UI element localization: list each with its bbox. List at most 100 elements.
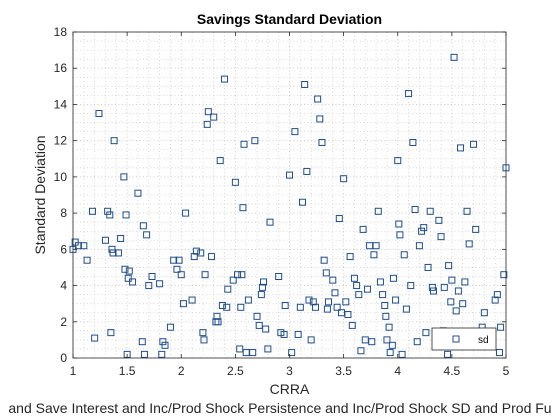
- x-axis-label: CRRA: [270, 381, 310, 397]
- y-tick-label: 2: [60, 315, 67, 329]
- data-point: [407, 282, 415, 290]
- data-point: [465, 240, 473, 248]
- data-point: [463, 207, 471, 215]
- data-point: [231, 178, 239, 186]
- data-point: [258, 283, 266, 291]
- tick-labels: 1 1.5 2 2.5 3 3.5 4 4.5 5 0 2 4 6 8 10 12 14 16 18: [54, 25, 510, 378]
- y-tick-label: 8: [60, 206, 67, 220]
- data-point: [210, 113, 218, 121]
- data-point: [296, 303, 304, 311]
- axes: [72, 31, 507, 359]
- data-point: [262, 325, 270, 333]
- data-point: [340, 175, 348, 183]
- data-point: [381, 301, 389, 309]
- x-tick-label: 4: [394, 364, 401, 378]
- data-point: [415, 242, 423, 250]
- data-point: [444, 350, 452, 358]
- data-point: [418, 227, 426, 235]
- data-point: [88, 207, 96, 215]
- data-point: [213, 312, 221, 320]
- data-point: [324, 298, 332, 306]
- legend: sd: [431, 327, 497, 351]
- data-point: [389, 274, 397, 282]
- data-point: [179, 300, 187, 308]
- data-point: [177, 271, 185, 279]
- data-point: [301, 81, 309, 89]
- x-tick-label: 2: [178, 364, 185, 378]
- data-point: [238, 271, 246, 279]
- data-point: [411, 205, 419, 213]
- data-point: [342, 298, 350, 306]
- data-point: [170, 256, 178, 264]
- y-tick-label: 18: [54, 25, 68, 39]
- data-point: [148, 273, 156, 280]
- y-tick-label: 10: [54, 170, 68, 184]
- x-tick-label: 3.5: [335, 364, 352, 378]
- data-point: [143, 231, 151, 239]
- data-point: [280, 330, 288, 338]
- y-tick-label: 12: [54, 134, 68, 148]
- data-point: [197, 249, 205, 257]
- x-tick-label: 4.5: [444, 364, 461, 378]
- data-point: [392, 296, 400, 304]
- data-point: [107, 329, 115, 337]
- x-tick-label: 3: [286, 364, 293, 378]
- figure-caption: and Save Interest and Inc/Prod Shock Per…: [8, 400, 551, 416]
- data-point: [121, 265, 129, 273]
- data-point: [125, 267, 133, 275]
- data-point: [101, 236, 109, 244]
- data-point: [470, 140, 478, 148]
- data-point: [199, 329, 207, 337]
- data-point: [346, 253, 354, 261]
- data-point: [253, 312, 261, 320]
- data-point: [288, 349, 296, 357]
- data-point: [159, 338, 167, 346]
- data-point: [182, 209, 190, 217]
- data-point: [472, 225, 480, 233]
- data-point: [331, 289, 339, 297]
- data-point: [372, 242, 380, 250]
- data-point: [291, 128, 299, 136]
- data-point: [204, 108, 212, 116]
- data-point: [493, 291, 501, 299]
- data-point: [255, 321, 263, 329]
- data-point: [224, 285, 232, 293]
- data-point: [307, 336, 315, 344]
- data-point: [106, 211, 114, 219]
- data-point: [83, 256, 91, 264]
- data-point: [400, 251, 408, 259]
- data-point: [496, 349, 504, 357]
- data-point: [385, 323, 393, 331]
- data-point: [363, 285, 371, 293]
- data-point: [382, 312, 390, 320]
- x-tick-label: 5: [503, 364, 510, 378]
- data-point: [140, 350, 148, 358]
- data-point: [208, 253, 216, 261]
- x-tick-label: 1: [70, 364, 77, 378]
- data-point: [305, 296, 313, 304]
- data-point: [357, 347, 365, 355]
- data-point: [323, 305, 331, 313]
- y-tick-label: 6: [60, 242, 67, 256]
- legend-marker: [452, 335, 460, 343]
- data-point: [309, 298, 317, 306]
- data-point: [124, 274, 132, 282]
- data-point: [294, 330, 302, 338]
- data-point: [409, 138, 417, 146]
- data-point: [260, 278, 268, 286]
- data-point: [396, 231, 404, 239]
- data-point: [445, 262, 453, 270]
- data-point: [322, 269, 330, 277]
- y-tick-label: 4: [60, 279, 67, 293]
- data-point: [447, 298, 455, 306]
- data-point: [201, 271, 209, 279]
- chart-title: Savings Standard Deviation: [197, 11, 382, 27]
- data-point: [108, 245, 116, 253]
- data-point: [428, 283, 436, 291]
- data-point: [491, 296, 499, 304]
- data-point: [335, 215, 343, 223]
- data-point: [329, 276, 337, 284]
- data-point: [286, 171, 293, 179]
- data-point: [368, 338, 376, 346]
- data-point: [376, 278, 384, 286]
